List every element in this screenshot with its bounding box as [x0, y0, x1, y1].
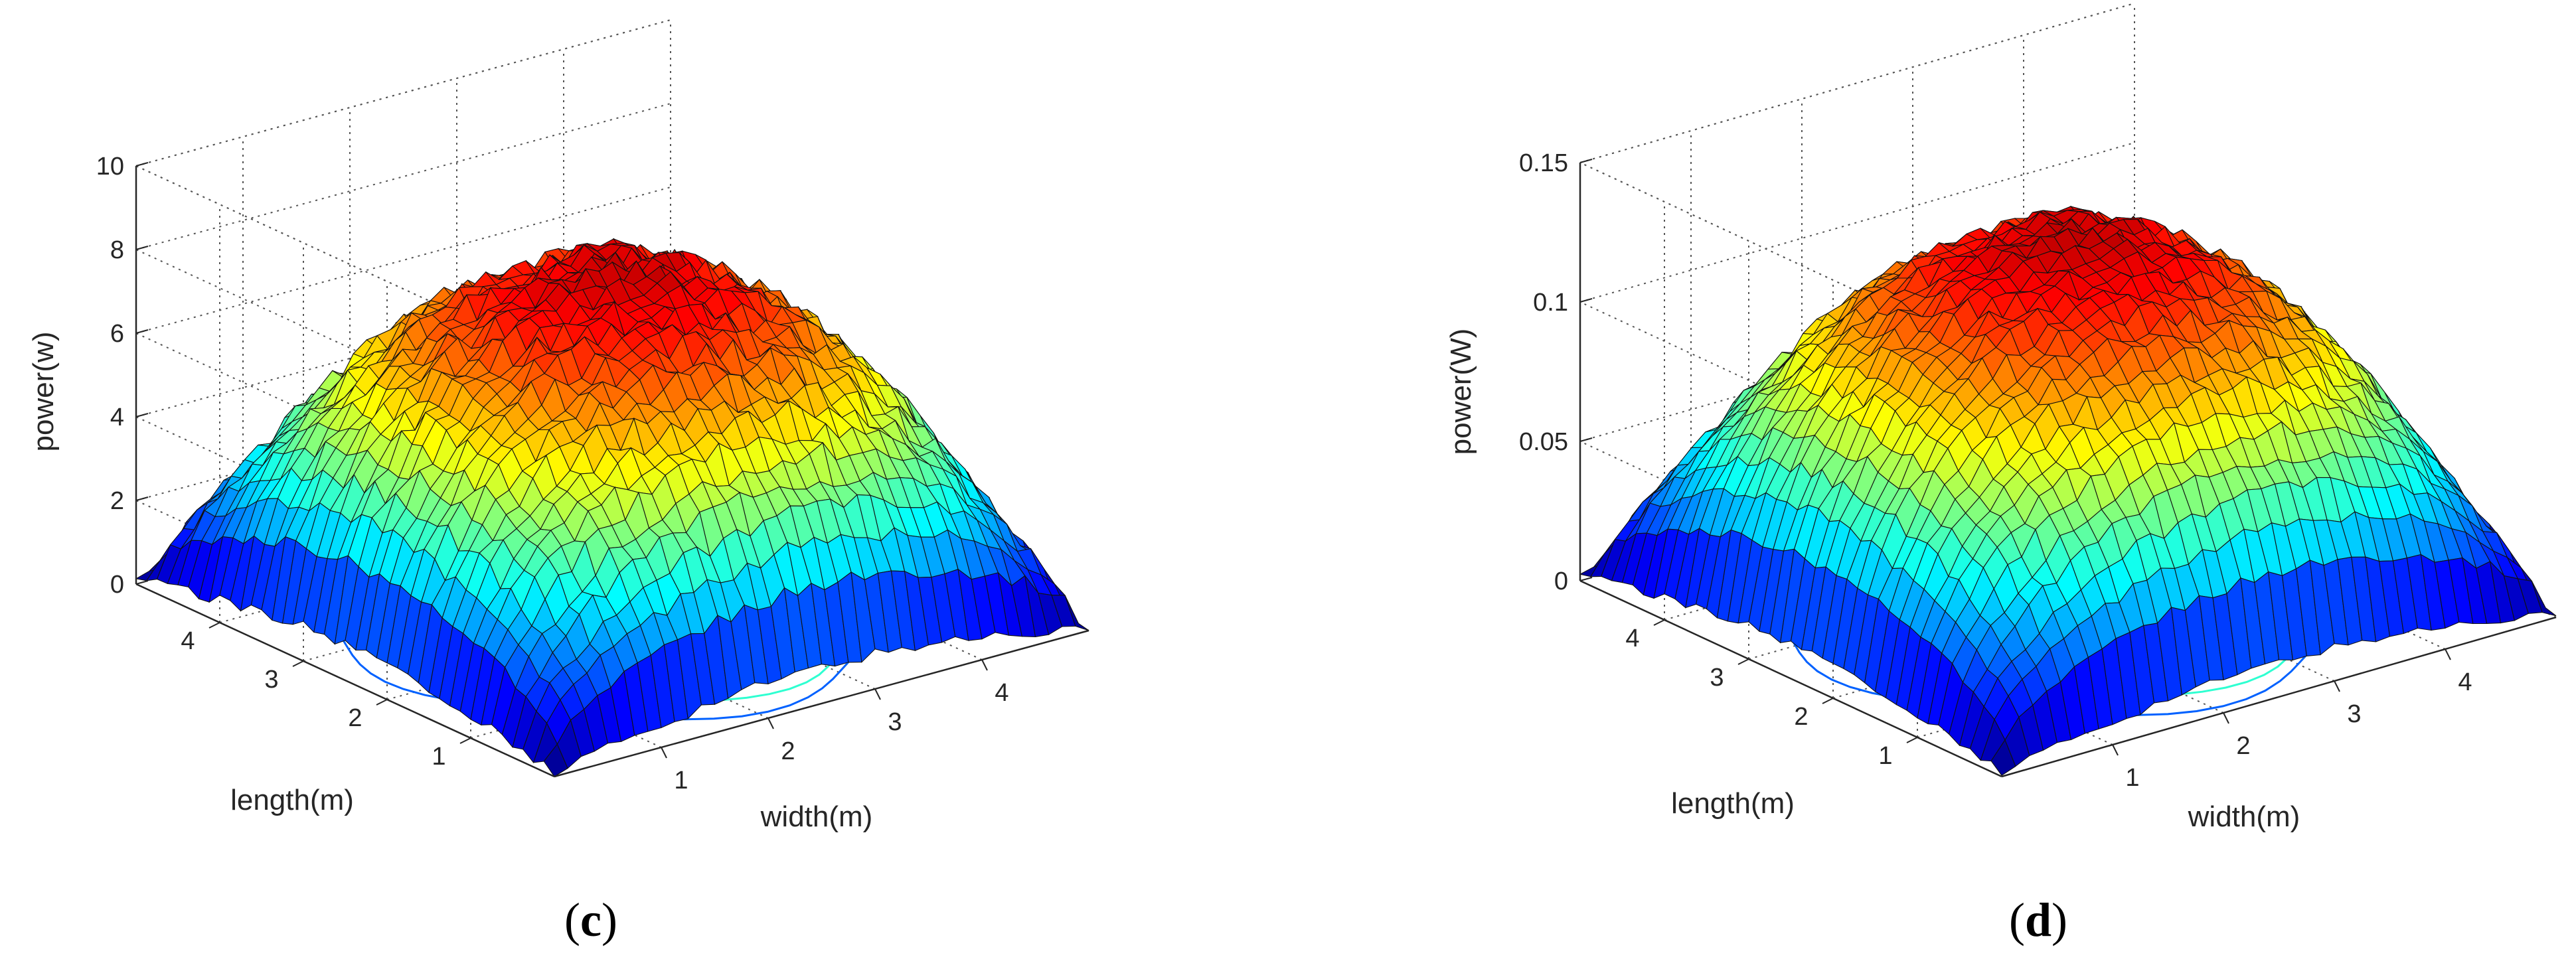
gridline-top-back — [1579, 3, 2135, 163]
panel-c: 0 2 4 6 8 10 1 2 3 4 1 2 3 4 width(m) length(m) power(w)… — [27, 19, 1089, 946]
panel-caption-d: (d) — [2008, 893, 2068, 946]
z-tick-label: 0.15 — [1519, 149, 1568, 177]
z-tick-label: 0 — [110, 571, 124, 599]
z-tick-mark — [135, 246, 149, 250]
y-tick-label: 2 — [1794, 703, 1808, 731]
x-tick-mark — [981, 659, 988, 671]
y-tick-label: 3 — [264, 666, 278, 694]
y-tick-mark — [376, 699, 388, 706]
panel-caption-c: (c) — [564, 893, 617, 946]
x-tick-mark — [661, 747, 667, 759]
z-tick-mark — [135, 162, 149, 167]
y-axis-label: length(m) — [1671, 787, 1795, 820]
y-tick-mark — [1737, 658, 1749, 665]
z-tick-mark — [135, 496, 149, 501]
z-tick-mark — [1579, 437, 1593, 442]
y-tick-label: 3 — [1710, 664, 1724, 692]
y-axis-label: length(m) — [230, 784, 354, 816]
x-tick-mark — [2334, 680, 2340, 692]
y-tick-mark — [292, 660, 304, 667]
x-tick-label: 2 — [2236, 732, 2250, 760]
caption-letter-c: c — [580, 893, 602, 946]
x-axis-line — [554, 629, 1089, 778]
surface-mesh — [1579, 206, 2557, 777]
z-tick-label: 6 — [110, 320, 124, 348]
x-tick-label: 4 — [2458, 668, 2472, 696]
z-tick-mark — [135, 413, 149, 417]
z-tick-mark — [1579, 298, 1593, 303]
surface-cell — [2531, 581, 2557, 617]
x-tick-label: 1 — [674, 767, 688, 794]
x-tick-label: 1 — [2125, 764, 2139, 792]
y-tick-label: 4 — [181, 627, 195, 655]
axes: 0 0.05 0.1 0.15 1 2 3 4 1 2 3 4 width(m) length(m) pow… — [1445, 149, 2557, 833]
gridline-top-left — [1579, 162, 2002, 359]
z-tick-mark — [1579, 577, 1593, 581]
x-tick-mark — [2445, 648, 2451, 660]
x-tick-label: 3 — [2347, 700, 2361, 728]
y-tick-mark — [1906, 737, 1918, 743]
gridline-top-back — [135, 19, 671, 167]
gridline-z-back — [135, 19, 671, 167]
y-axis-line — [1579, 579, 2002, 778]
surface-plot-d: 0 0.05 0.1 0.15 1 2 3 4 1 2 3 4 width(m) length(m) pow… — [1445, 3, 2557, 833]
y-tick-label: 1 — [1878, 742, 1892, 770]
y-axis-line — [135, 583, 555, 778]
y-tick-label: 1 — [432, 743, 445, 771]
z-tick-mark — [1579, 159, 1593, 163]
z-axis-label: power(w) — [27, 332, 60, 452]
x-axis-line — [2001, 616, 2557, 778]
x-tick-label: 4 — [995, 679, 1008, 707]
panel-d: 0 0.05 0.1 0.15 1 2 3 4 1 2 3 4 width(m) length(m) pow… — [1288, 0, 2576, 979]
y-tick-label: 2 — [348, 704, 362, 732]
x-tick-mark — [2223, 712, 2229, 724]
z-tick-label: 2 — [110, 487, 124, 515]
gridline-z-back — [135, 103, 671, 250]
z-tick-label: 0 — [1554, 567, 1568, 595]
z-tick-label: 8 — [110, 236, 124, 264]
x-axis-label: width(m) — [760, 800, 873, 833]
caption-letter-d: d — [2024, 893, 2052, 946]
y-tick-mark — [1822, 698, 1834, 704]
z-tick-label: 0.05 — [1519, 428, 1568, 456]
z-axis-label: power(W) — [1445, 329, 1477, 455]
surface-mesh — [135, 238, 1089, 777]
y-tick-mark — [459, 737, 471, 744]
x-tick-label: 2 — [781, 737, 795, 765]
x-tick-mark — [767, 717, 774, 729]
z-tick-label: 10 — [96, 153, 124, 181]
x-tick-mark — [874, 688, 881, 700]
x-tick-mark — [2112, 744, 2119, 756]
x-tick-label: 3 — [888, 708, 902, 736]
z-tick-mark — [135, 329, 149, 334]
y-tick-label: 4 — [1625, 625, 1639, 652]
surface-cell — [1064, 595, 1089, 631]
x-axis-label: width(m) — [2188, 800, 2300, 833]
z-tick-label: 4 — [110, 404, 124, 431]
z-tick-label: 0.1 — [1533, 289, 1568, 317]
z-tick-mark — [135, 580, 149, 585]
y-tick-mark — [1653, 619, 1665, 626]
y-tick-mark — [208, 622, 220, 629]
